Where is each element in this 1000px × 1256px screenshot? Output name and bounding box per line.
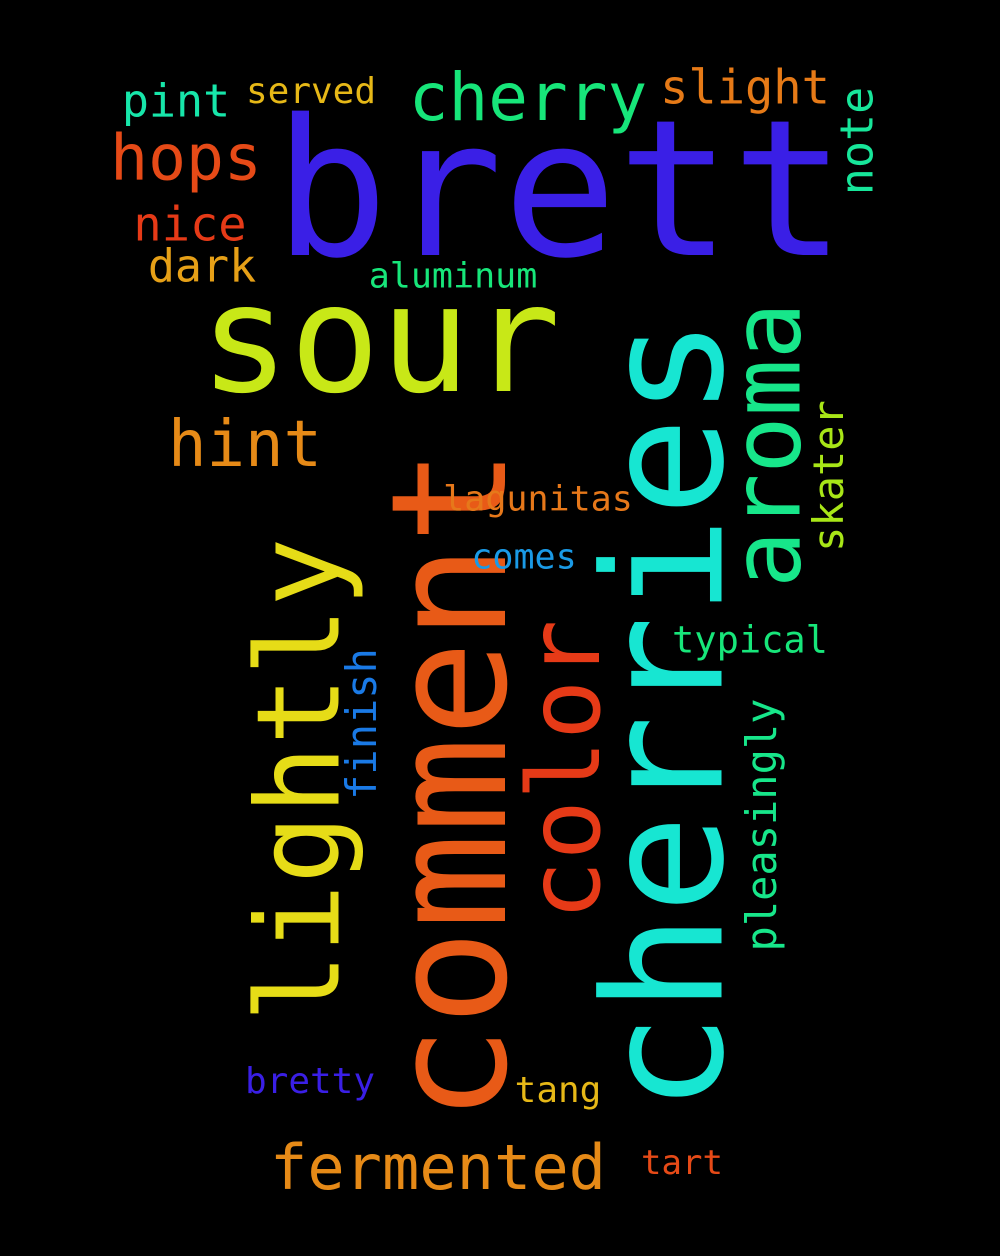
word-note: note bbox=[830, 86, 884, 196]
word-pint: pint bbox=[121, 74, 231, 128]
word-tang: tang bbox=[514, 1070, 602, 1111]
word-color: color bbox=[506, 619, 623, 921]
word-aroma: aroma bbox=[712, 302, 823, 588]
word-pleasingly: pleasingly bbox=[737, 698, 786, 952]
word-finish: finish bbox=[337, 648, 386, 800]
word-lagunitas: lagunitas bbox=[443, 479, 633, 520]
word-sour: sour bbox=[199, 253, 561, 427]
word-comes: comes bbox=[471, 537, 577, 578]
word-slight: slight bbox=[660, 60, 830, 116]
word-brett: brett bbox=[274, 79, 846, 300]
word-aluminum: aluminum bbox=[368, 256, 538, 297]
word-hops: hops bbox=[110, 121, 262, 195]
word-cherry: cherry bbox=[408, 59, 648, 136]
word-fermented: fermented bbox=[270, 1131, 606, 1204]
word-nice: nice bbox=[133, 197, 247, 253]
word-hint: hint bbox=[167, 408, 323, 482]
word-skater: skater bbox=[804, 400, 853, 552]
word-served: served bbox=[245, 71, 377, 112]
word-tart: tart bbox=[641, 1143, 723, 1183]
word-typical: typical bbox=[672, 618, 828, 662]
word-bretty: bretty bbox=[244, 1061, 376, 1102]
word-dark: dark bbox=[147, 239, 257, 293]
